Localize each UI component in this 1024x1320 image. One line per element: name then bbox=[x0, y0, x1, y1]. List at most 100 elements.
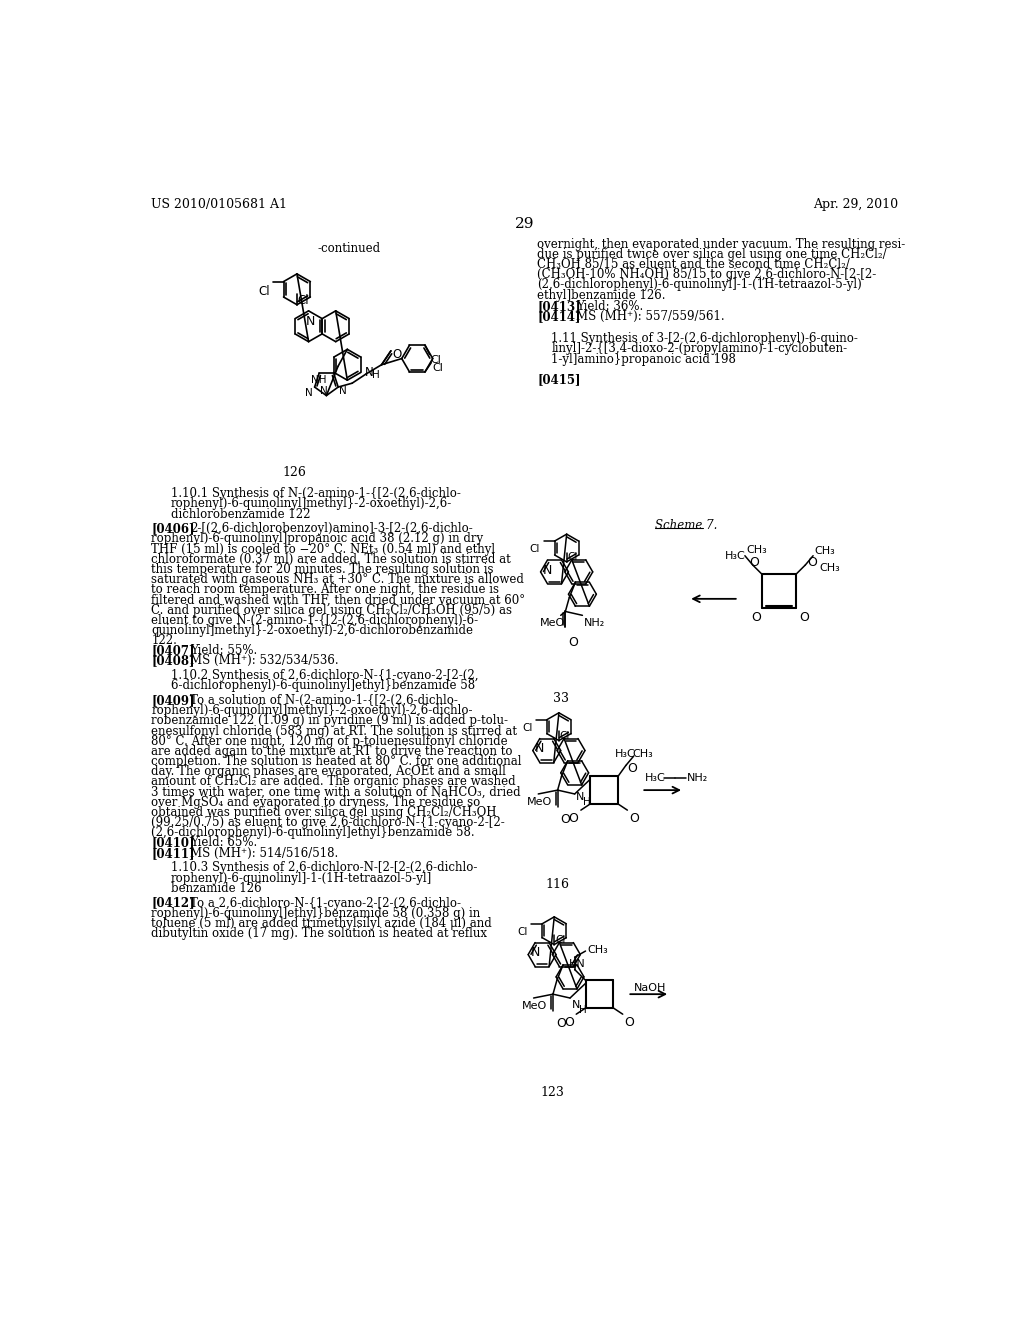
Text: N: N bbox=[305, 388, 313, 397]
Text: dibutyltin oxide (17 mg). The solution is heated at reflux: dibutyltin oxide (17 mg). The solution i… bbox=[152, 927, 487, 940]
Text: [0410]: [0410] bbox=[152, 837, 195, 850]
Text: N: N bbox=[577, 792, 585, 803]
Text: H₃C: H₃C bbox=[615, 748, 636, 759]
Text: CH₃: CH₃ bbox=[815, 546, 836, 557]
Text: H: H bbox=[579, 1005, 587, 1015]
Text: [0415]: [0415] bbox=[538, 374, 581, 385]
Text: O: O bbox=[799, 611, 809, 624]
Text: 2-[(2,6-dichlorobenzoyl)amino]-3-[2-(2,6-dichlo-: 2-[(2,6-dichlorobenzoyl)amino]-3-[2-(2,6… bbox=[190, 523, 473, 536]
Text: 116: 116 bbox=[545, 878, 569, 891]
Text: Yield: 55%.: Yield: 55%. bbox=[190, 644, 257, 657]
Text: 1-yl]amino}propanoic acid 198: 1-yl]amino}propanoic acid 198 bbox=[551, 352, 736, 366]
Text: are added again to the mixture at RT to drive the reaction to: are added again to the mixture at RT to … bbox=[152, 744, 513, 758]
Text: N: N bbox=[305, 314, 314, 327]
Text: [0412]: [0412] bbox=[152, 896, 195, 909]
Text: O: O bbox=[629, 812, 639, 825]
Text: (2,6-dichlorophenyl)-6-quinolinyl]-1-(1H-tetraazol-5-yl): (2,6-dichlorophenyl)-6-quinolinyl]-1-(1H… bbox=[538, 279, 862, 292]
Text: O: O bbox=[392, 347, 401, 360]
Text: (99.25/0.75) as eluent to give 2,6-dichloro-N-{1-cyano-2-[2-: (99.25/0.75) as eluent to give 2,6-dichl… bbox=[152, 816, 505, 829]
Text: rophenyl)-6-quinolinyl]ethyl}benzamide 58 (0.358 g) in: rophenyl)-6-quinolinyl]ethyl}benzamide 5… bbox=[152, 907, 480, 920]
Text: CH₃: CH₃ bbox=[632, 748, 652, 759]
Text: MeO: MeO bbox=[526, 797, 552, 807]
Text: [0413]: [0413] bbox=[538, 300, 581, 313]
Text: ethyl]benzamide 126.: ethyl]benzamide 126. bbox=[538, 289, 666, 301]
Text: 126: 126 bbox=[283, 466, 306, 479]
Text: NH₂: NH₂ bbox=[584, 618, 605, 628]
Text: robenzamide 122 (1.09 g) in pyridine (9 ml) is added p-tolu-: robenzamide 122 (1.09 g) in pyridine (9 … bbox=[152, 714, 508, 727]
Text: MS (MH⁺): 532/534/536.: MS (MH⁺): 532/534/536. bbox=[190, 655, 339, 668]
Text: N: N bbox=[536, 742, 545, 755]
Text: N: N bbox=[339, 385, 347, 396]
Text: (CH₃OH-10% NH₄OH) 85/15 to give 2,6-dichloro-N-[2-[2-: (CH₃OH-10% NH₄OH) 85/15 to give 2,6-dich… bbox=[538, 268, 877, 281]
Text: To a solution of N-(2-amino-1-{[2-(2,6-dichlo-: To a solution of N-(2-amino-1-{[2-(2,6-d… bbox=[190, 694, 458, 708]
Text: due is purified twice over silica gel using one time CH₂Cl₂/: due is purified twice over silica gel us… bbox=[538, 248, 887, 261]
Text: saturated with gaseous NH₃ at +30° C. The mixture is allowed: saturated with gaseous NH₃ at +30° C. Th… bbox=[152, 573, 524, 586]
Text: Cl: Cl bbox=[529, 544, 540, 554]
Text: Apr. 29, 2010: Apr. 29, 2010 bbox=[813, 198, 898, 211]
Text: N: N bbox=[543, 564, 552, 577]
Text: Cl: Cl bbox=[567, 552, 578, 562]
Text: [0407]: [0407] bbox=[152, 644, 195, 657]
Text: NaOH: NaOH bbox=[634, 983, 666, 994]
Text: this temperature for 20 minutes. The resulting solution is: this temperature for 20 minutes. The res… bbox=[152, 562, 494, 576]
Text: O: O bbox=[556, 1018, 566, 1031]
Text: [0414]: [0414] bbox=[538, 310, 581, 323]
Text: 123: 123 bbox=[541, 1086, 564, 1100]
Text: rophenyl)-6-quinolinyl]methyl}-2-oxoethyl)-2,6-dichlo-: rophenyl)-6-quinolinyl]methyl}-2-oxoethy… bbox=[152, 705, 473, 717]
Text: filtered and washed with THF, then dried under vacuum at 60°: filtered and washed with THF, then dried… bbox=[152, 594, 525, 606]
Text: chloroformate (0.37 ml) are added. The solution is stirred at: chloroformate (0.37 ml) are added. The s… bbox=[152, 553, 511, 566]
Text: obtained was purified over silica gel using CH₂Cl₂/CH₃OH: obtained was purified over silica gel us… bbox=[152, 807, 497, 818]
Text: quinolinyl]methyl}-2-oxoethyl)-2,6-dichlorobenzamide: quinolinyl]methyl}-2-oxoethyl)-2,6-dichl… bbox=[152, 624, 473, 638]
Text: THF (15 ml) is cooled to −20° C. NEt₃ (0.54 ml) and ethyl: THF (15 ml) is cooled to −20° C. NEt₃ (0… bbox=[152, 543, 496, 556]
Text: -continued: -continued bbox=[317, 242, 381, 255]
Text: MeO: MeO bbox=[522, 1001, 547, 1011]
Text: over MgSO₄ and evaporated to dryness. The residue so: over MgSO₄ and evaporated to dryness. Th… bbox=[152, 796, 480, 809]
Text: toluene (5 ml) are added trimethylsilyl azide (184 μl) and: toluene (5 ml) are added trimethylsilyl … bbox=[152, 917, 492, 929]
Text: rophenyl)-6-quinolinyl]propanoic acid 38 (2.12 g) in dry: rophenyl)-6-quinolinyl]propanoic acid 38… bbox=[152, 532, 483, 545]
Text: 1.10.1 Synthesis of N-(2-amino-1-{[2-(2,6-dichlo-: 1.10.1 Synthesis of N-(2-amino-1-{[2-(2,… bbox=[171, 487, 461, 500]
Text: 1.11 Synthesis of 3-[2-(2,6-dichlorophenyl)-6-quino-: 1.11 Synthesis of 3-[2-(2,6-dichlorophen… bbox=[551, 333, 858, 346]
Text: O: O bbox=[561, 813, 570, 826]
Text: 1.10.2 Synthesis of 2,6-dichloro-N-{1-cyano-2-[2-(2,: 1.10.2 Synthesis of 2,6-dichloro-N-{1-cy… bbox=[171, 669, 478, 682]
Text: O: O bbox=[628, 763, 637, 775]
Text: 29: 29 bbox=[515, 216, 535, 231]
Text: linyl]-2-{[3,4-dioxo-2-(propylamino)-1-cyclobuten-: linyl]-2-{[3,4-dioxo-2-(propylamino)-1-c… bbox=[551, 342, 847, 355]
Text: 6-dichlorophenyl)-6-quinolinyl]ethyl}benzamide 58: 6-dichlorophenyl)-6-quinolinyl]ethyl}ben… bbox=[171, 680, 475, 693]
Text: Cl: Cl bbox=[298, 294, 309, 308]
Text: amount of CH₂Cl₂ are added. The organic phases are washed: amount of CH₂Cl₂ are added. The organic … bbox=[152, 775, 516, 788]
Text: Yield: 65%.: Yield: 65%. bbox=[190, 837, 257, 850]
Text: Cl: Cl bbox=[259, 285, 270, 298]
Text: 33: 33 bbox=[553, 692, 568, 705]
Text: MeO: MeO bbox=[540, 618, 565, 628]
Text: O: O bbox=[751, 611, 761, 624]
Text: overnight, then evaporated under vacuum. The resulting resi-: overnight, then evaporated under vacuum.… bbox=[538, 238, 905, 251]
Text: H₃C: H₃C bbox=[725, 552, 745, 561]
Text: 3 times with water, one time with a solution of NaHCO₃, dried: 3 times with water, one time with a solu… bbox=[152, 785, 521, 799]
Text: H: H bbox=[584, 797, 591, 807]
Text: (2,6-dichlorophenyl)-6-quinolinyl]ethyl}benzamide 58.: (2,6-dichlorophenyl)-6-quinolinyl]ethyl}… bbox=[152, 826, 475, 840]
Text: N: N bbox=[530, 946, 540, 960]
Text: O: O bbox=[568, 812, 579, 825]
Text: To a 2,6-dichloro-N-{1-cyano-2-[2-(2,6-dichlo-: To a 2,6-dichloro-N-{1-cyano-2-[2-(2,6-d… bbox=[190, 896, 461, 909]
Text: [0409]: [0409] bbox=[152, 694, 195, 708]
Text: O: O bbox=[807, 556, 817, 569]
Text: N: N bbox=[365, 366, 374, 379]
Text: dichlorobenzamide 122: dichlorobenzamide 122 bbox=[171, 507, 310, 520]
Text: benzamide 126: benzamide 126 bbox=[171, 882, 261, 895]
Text: Scheme 7.: Scheme 7. bbox=[655, 519, 718, 532]
Text: Cl: Cl bbox=[432, 363, 442, 372]
Text: 80° C. After one night, 120 mg of p-toluenesulfonyl chloride: 80° C. After one night, 120 mg of p-tolu… bbox=[152, 735, 508, 748]
Text: [0406]: [0406] bbox=[152, 523, 195, 536]
Text: H₃C: H₃C bbox=[645, 774, 666, 783]
Text: H: H bbox=[372, 370, 379, 380]
Text: O: O bbox=[564, 1015, 573, 1028]
Text: eluent to give N-(2-amino-1-{[2-(2,6-dichlorophenyl)-6-: eluent to give N-(2-amino-1-{[2-(2,6-dic… bbox=[152, 614, 478, 627]
Text: O: O bbox=[568, 636, 579, 649]
Text: Cl: Cl bbox=[430, 355, 441, 366]
Text: Yield: 36%.: Yield: 36%. bbox=[575, 300, 643, 313]
Text: N: N bbox=[571, 999, 580, 1010]
Text: completion. The solution is heated at 80° C. for one additional: completion. The solution is heated at 80… bbox=[152, 755, 522, 768]
Text: day. The organic phases are evaporated, AcOEt and a small: day. The organic phases are evaporated, … bbox=[152, 766, 506, 779]
Text: Cl: Cl bbox=[560, 730, 570, 741]
Text: CH₃: CH₃ bbox=[587, 945, 608, 954]
